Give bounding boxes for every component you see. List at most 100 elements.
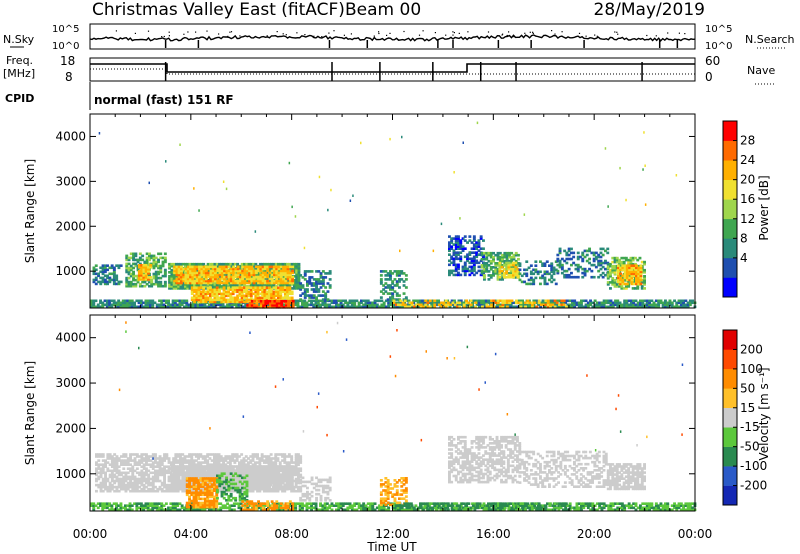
- range-cell: [350, 301, 354, 305]
- range-cell: [96, 506, 100, 510]
- range-cell: [457, 303, 461, 307]
- range-cell: [129, 457, 132, 460]
- range-cell: [175, 283, 178, 286]
- range-cell: [252, 292, 255, 296]
- range-cell: [189, 269, 192, 273]
- nsearch-dot: [551, 30, 553, 32]
- range-cell: [131, 485, 135, 489]
- range-cell: [121, 303, 125, 307]
- range-cell: [514, 267, 518, 271]
- range-cell: [591, 502, 595, 505]
- range-cell: [312, 303, 316, 307]
- range-cell: [190, 298, 194, 302]
- range-cell: [253, 306, 256, 309]
- range-cell: [259, 279, 263, 283]
- range-cell: [252, 264, 255, 268]
- range-cell: [154, 256, 158, 260]
- nsearch-dot: [617, 33, 619, 35]
- range-cell: [620, 256, 624, 260]
- range-cell: [277, 292, 280, 296]
- range-cell: [233, 271, 237, 274]
- range-cell: [339, 305, 343, 309]
- range-cell: [218, 298, 221, 302]
- range-cell: [152, 260, 156, 264]
- range-cell: [565, 251, 569, 255]
- range-cell: [459, 273, 463, 277]
- range-cell: [235, 305, 239, 309]
- range-cell: [287, 306, 290, 309]
- range-cell: [201, 303, 205, 307]
- range-cell: [170, 271, 174, 274]
- range-cell: [240, 262, 244, 266]
- range-cell: [472, 239, 476, 242]
- range-cell: [177, 267, 181, 271]
- range-cell: [294, 508, 298, 512]
- range-cell: [248, 265, 251, 269]
- range-cell: [124, 473, 128, 477]
- range-cell: [616, 276, 620, 280]
- range-cell: [277, 267, 281, 271]
- range-cell: [632, 502, 636, 505]
- range-cell: [637, 268, 641, 272]
- range-cell: [279, 292, 283, 296]
- range-cell: [268, 292, 271, 296]
- range-cell: [144, 506, 148, 510]
- nsearch-tick-top: 10^5: [705, 24, 732, 35]
- range-cell: [294, 506, 298, 510]
- range-cell: [468, 261, 472, 265]
- range-cell: [525, 260, 529, 263]
- range-cell: [419, 299, 422, 303]
- range-cell: [477, 265, 481, 269]
- range-cell: [636, 506, 640, 510]
- range-cell: [532, 299, 536, 303]
- range-cell: [128, 502, 132, 505]
- range-cell: [580, 303, 583, 307]
- range-cell: [461, 265, 465, 269]
- range-cell: [249, 286, 253, 289]
- range-cell: [173, 299, 177, 303]
- range-cell: [623, 264, 627, 267]
- range-cell: [688, 506, 692, 510]
- range-cell: [160, 299, 164, 303]
- range-cell: [645, 305, 649, 309]
- range-cell: [268, 268, 271, 272]
- range-cell: [195, 275, 199, 279]
- range-cell: [204, 269, 208, 273]
- range-cell: [95, 471, 98, 475]
- range-cell: [288, 290, 292, 294]
- range-cell: [371, 303, 375, 307]
- range-cell: [565, 253, 569, 257]
- range-cell: [291, 281, 295, 285]
- range-cell: [101, 459, 105, 462]
- range-cell: [239, 277, 242, 281]
- range-cell: [523, 303, 527, 307]
- range-cell: [101, 264, 105, 267]
- range-cell: [295, 283, 299, 286]
- range-cell: [227, 269, 231, 273]
- range-cell: [185, 508, 189, 512]
- range-cell: [209, 294, 212, 298]
- range-cell: [148, 284, 151, 288]
- range-cell: [623, 506, 627, 510]
- range-cell: [615, 258, 619, 262]
- range-cell: [197, 273, 201, 276]
- range-cell: [155, 506, 159, 510]
- range-cell: [468, 265, 472, 269]
- range-cell: [275, 267, 279, 271]
- range-cell: [286, 273, 290, 277]
- range-cell: [110, 459, 114, 462]
- range-cell: [330, 502, 334, 505]
- range-cell: [457, 241, 460, 244]
- range-cell: [134, 278, 138, 282]
- range-cell: [648, 502, 651, 505]
- range-cell: [279, 296, 283, 300]
- range-cell: [457, 271, 460, 275]
- range-cell: [479, 237, 483, 240]
- range-cell: [441, 506, 445, 510]
- range-cell: [106, 282, 109, 286]
- range-cell: [597, 275, 601, 279]
- range-cell: [621, 264, 625, 267]
- range-cell: [371, 305, 375, 309]
- range-cell: [154, 280, 158, 284]
- range-cell: [197, 300, 201, 304]
